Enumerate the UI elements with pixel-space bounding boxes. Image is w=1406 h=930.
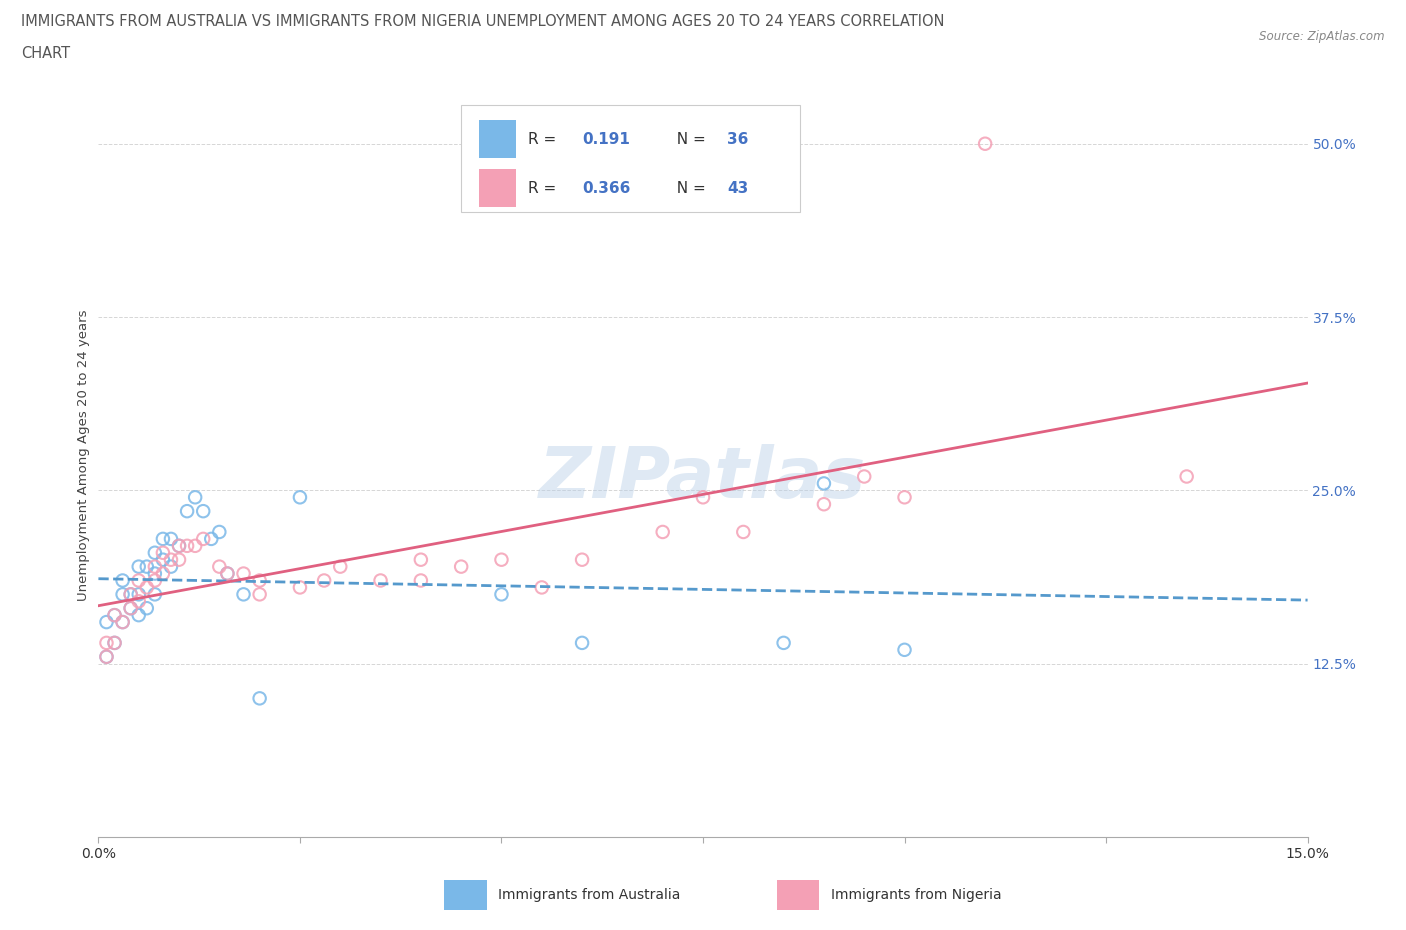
- Point: [208, 559, 231, 574]
- Point: [1175, 469, 1198, 484]
- Point: [217, 566, 239, 581]
- FancyBboxPatch shape: [461, 105, 800, 212]
- Point: [103, 607, 125, 622]
- Point: [193, 504, 215, 519]
- Text: IMMIGRANTS FROM AUSTRALIA VS IMMIGRANTS FROM NIGERIA UNEMPLOYMENT AMONG AGES 20 : IMMIGRANTS FROM AUSTRALIA VS IMMIGRANTS …: [21, 14, 945, 29]
- Point: [120, 601, 142, 616]
- Point: [167, 538, 190, 553]
- Point: [692, 490, 714, 505]
- Point: [450, 559, 472, 574]
- Point: [103, 607, 125, 622]
- Point: [111, 573, 134, 588]
- Point: [96, 615, 118, 630]
- Point: [143, 587, 166, 602]
- Point: [152, 552, 174, 567]
- Point: [96, 649, 118, 664]
- Point: [111, 615, 134, 630]
- Point: [208, 525, 231, 539]
- Point: [571, 552, 593, 567]
- Point: [314, 573, 336, 588]
- Bar: [444, 880, 486, 910]
- Point: [128, 594, 150, 609]
- Point: [152, 531, 174, 546]
- Point: [135, 601, 157, 616]
- Text: R =: R =: [527, 180, 561, 195]
- Point: [571, 635, 593, 650]
- Point: [409, 552, 432, 567]
- Bar: [479, 120, 516, 158]
- Point: [143, 566, 166, 581]
- Text: ZIPatlas: ZIPatlas: [540, 445, 866, 513]
- Point: [152, 566, 174, 581]
- Point: [160, 552, 183, 567]
- Point: [491, 552, 513, 567]
- Text: 43: 43: [727, 180, 748, 195]
- Bar: [479, 169, 516, 206]
- Point: [249, 587, 271, 602]
- Text: Immigrants from Australia: Immigrants from Australia: [499, 888, 681, 902]
- Point: [160, 559, 183, 574]
- Point: [193, 531, 215, 546]
- Point: [288, 580, 311, 595]
- Point: [120, 601, 142, 616]
- Text: CHART: CHART: [21, 46, 70, 61]
- Point: [893, 643, 915, 658]
- Point: [813, 476, 835, 491]
- Text: N =: N =: [666, 180, 710, 195]
- Point: [249, 573, 271, 588]
- Point: [893, 490, 915, 505]
- Bar: [778, 880, 820, 910]
- Point: [96, 649, 118, 664]
- Point: [974, 137, 997, 152]
- Text: Immigrants from Nigeria: Immigrants from Nigeria: [831, 888, 1001, 902]
- Point: [120, 587, 142, 602]
- Point: [103, 635, 125, 650]
- Point: [184, 490, 207, 505]
- Point: [217, 566, 239, 581]
- Point: [288, 490, 311, 505]
- Text: R =: R =: [527, 131, 561, 147]
- Point: [370, 573, 392, 588]
- Point: [409, 573, 432, 588]
- Point: [491, 587, 513, 602]
- Point: [651, 525, 673, 539]
- Point: [530, 580, 553, 595]
- Point: [167, 552, 190, 567]
- Text: 0.366: 0.366: [582, 180, 630, 195]
- Point: [135, 580, 157, 595]
- Point: [232, 587, 254, 602]
- Point: [167, 538, 190, 553]
- Text: Source: ZipAtlas.com: Source: ZipAtlas.com: [1260, 30, 1385, 43]
- Point: [184, 538, 207, 553]
- Y-axis label: Unemployment Among Ages 20 to 24 years: Unemployment Among Ages 20 to 24 years: [77, 310, 90, 602]
- Point: [128, 607, 150, 622]
- Point: [200, 531, 222, 546]
- Text: N =: N =: [666, 131, 710, 147]
- Point: [152, 545, 174, 560]
- Point: [853, 469, 876, 484]
- Point: [111, 587, 134, 602]
- Point: [103, 635, 125, 650]
- Point: [232, 566, 254, 581]
- Point: [329, 559, 352, 574]
- Point: [249, 691, 271, 706]
- Point: [772, 635, 794, 650]
- Point: [135, 559, 157, 574]
- Point: [128, 587, 150, 602]
- Point: [128, 573, 150, 588]
- Point: [733, 525, 755, 539]
- Text: 0.191: 0.191: [582, 131, 630, 147]
- Point: [120, 587, 142, 602]
- Point: [143, 573, 166, 588]
- Point: [128, 559, 150, 574]
- Text: 36: 36: [727, 131, 748, 147]
- Point: [176, 504, 198, 519]
- Point: [176, 538, 198, 553]
- Point: [143, 559, 166, 574]
- Point: [160, 531, 183, 546]
- Point: [111, 615, 134, 630]
- Point: [96, 635, 118, 650]
- Point: [813, 497, 835, 512]
- Point: [143, 545, 166, 560]
